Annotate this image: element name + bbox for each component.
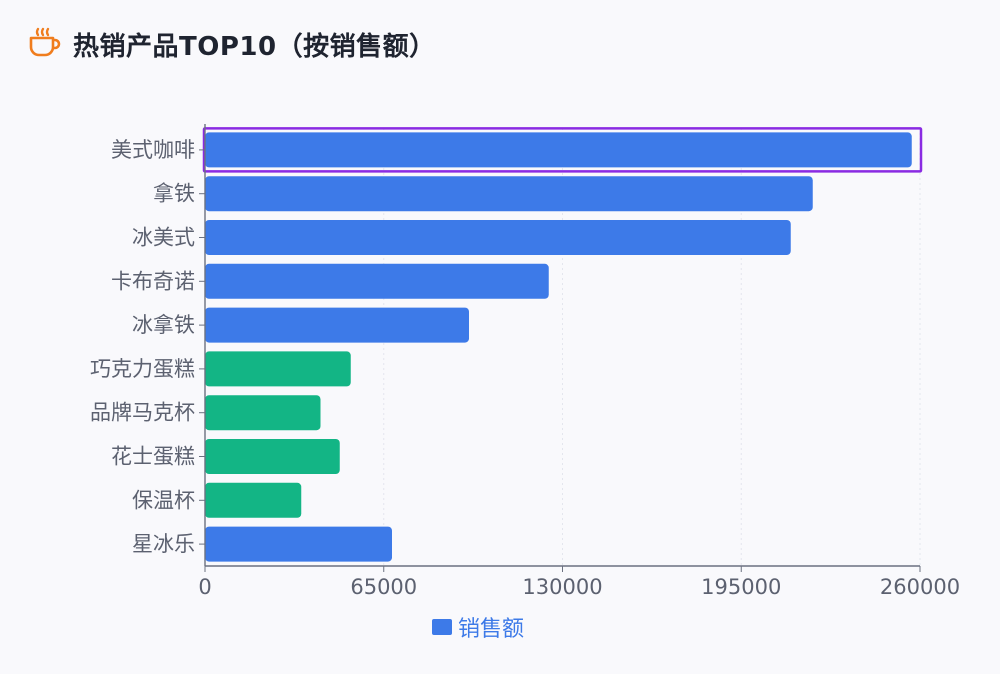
bar[interactable] — [205, 307, 469, 343]
category-label: 冰美式 — [132, 226, 195, 250]
x-tick-label: 0 — [198, 575, 211, 599]
axes — [204, 124, 920, 567]
bar[interactable] — [205, 526, 392, 562]
x-tick-label: 65000 — [350, 575, 417, 599]
bar[interactable] — [205, 220, 791, 255]
category-label: 花士蛋糕 — [111, 445, 195, 469]
legend-swatch — [432, 619, 452, 635]
x-tick-label: 195000 — [701, 575, 781, 599]
chart-title: 热销产品TOP10（按销售额） — [73, 31, 436, 62]
category-label: 冰拿铁 — [132, 313, 195, 337]
category-label: 品牌马克杯 — [90, 401, 195, 425]
bar[interactable] — [205, 176, 813, 212]
x-tick-label: 260000 — [880, 575, 960, 599]
category-label: 拿铁 — [153, 182, 195, 206]
x-tick-label: 130000 — [522, 575, 602, 599]
category-label: 卡布奇诺 — [111, 269, 195, 293]
legend-label: 销售额 — [458, 617, 525, 642]
category-label: 保温杯 — [132, 488, 195, 512]
category-label: 巧克力蛋糕 — [90, 357, 195, 381]
bar[interactable] — [205, 439, 340, 474]
bar[interactable] — [205, 132, 912, 168]
bar[interactable] — [205, 263, 549, 299]
bar[interactable] — [205, 395, 321, 431]
coffee-cup-icon — [27, 25, 61, 63]
grid-lines — [383, 128, 921, 566]
x-tick-labels: 0 65000 130000 195000 260000 — [198, 566, 960, 599]
category-label: 美式咖啡 — [111, 138, 195, 162]
bar[interactable] — [205, 482, 302, 518]
bar[interactable] — [205, 351, 351, 387]
chart-header: 热销产品TOP10（按销售额） — [27, 22, 436, 66]
legend-item[interactable]: 销售额 — [432, 612, 524, 642]
category-label: 星冰乐 — [132, 532, 195, 556]
